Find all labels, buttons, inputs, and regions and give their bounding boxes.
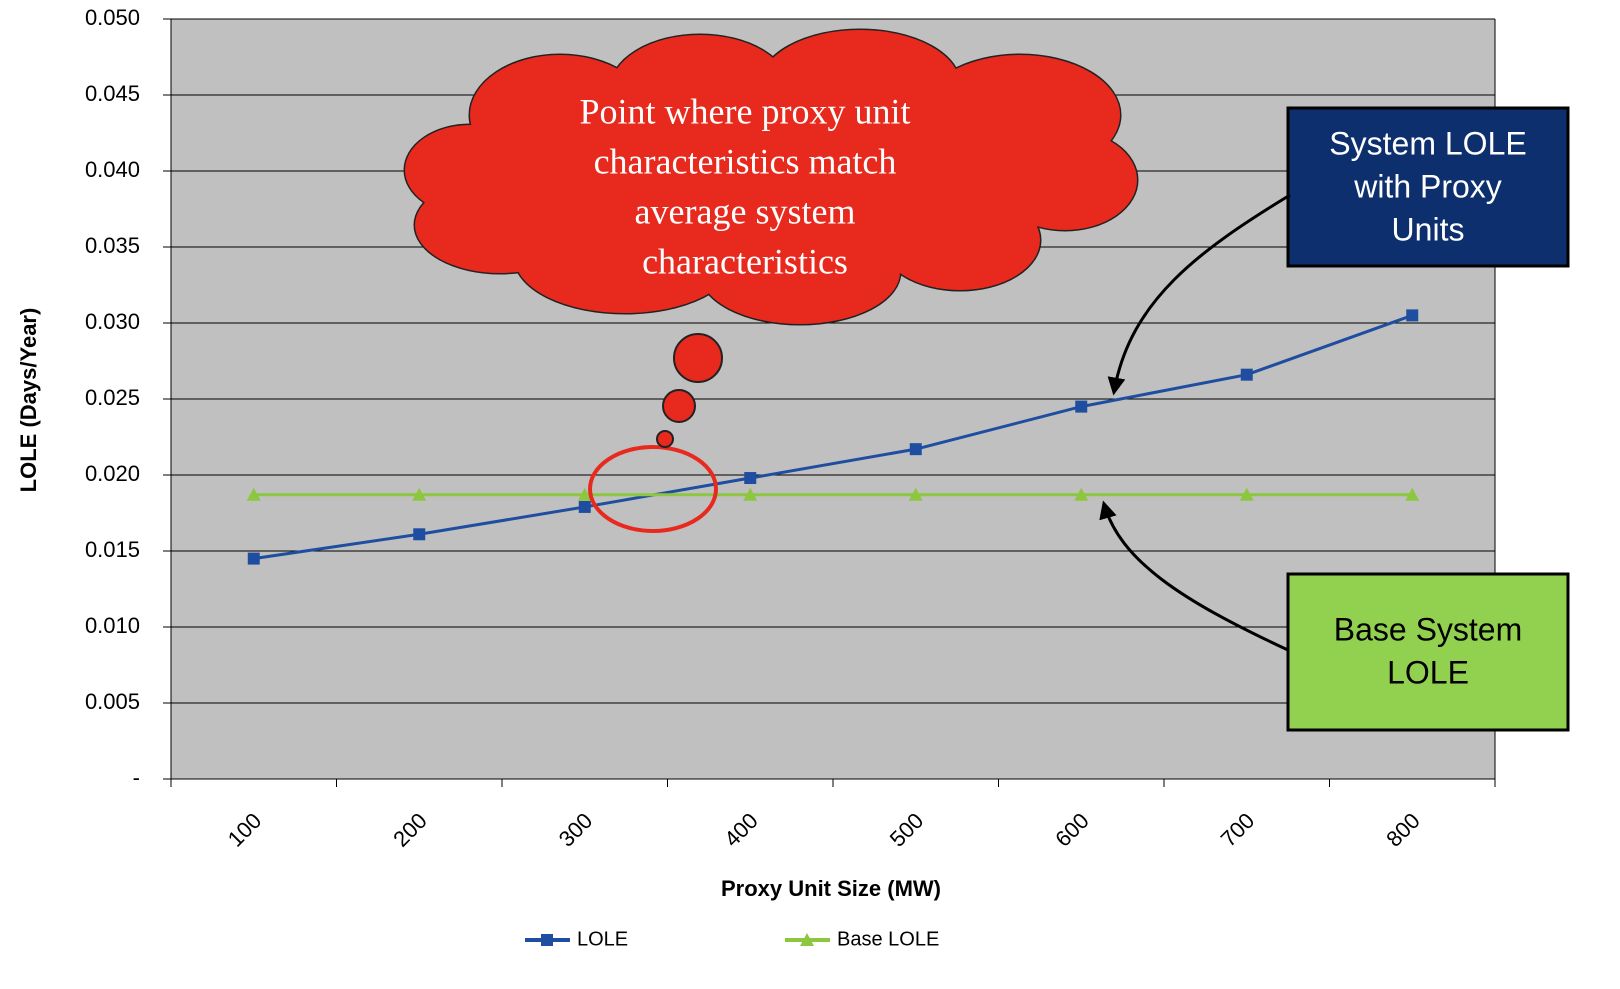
annotation-line: characteristics match — [594, 141, 897, 181]
marker — [579, 501, 591, 513]
annotation-line: LOLE — [1387, 654, 1469, 690]
annotation-line: System LOLE — [1329, 125, 1526, 161]
marker — [541, 934, 553, 946]
base-callout — [1288, 574, 1568, 730]
x-tick-label: 400 — [719, 808, 763, 852]
x-tick-label: 300 — [554, 808, 598, 852]
x-tick-label: 500 — [885, 808, 929, 852]
marker — [248, 553, 260, 565]
y-tick-label: 0.030 — [85, 309, 140, 334]
legend-label: LOLE — [577, 928, 628, 950]
y-tick-label: 0.035 — [85, 233, 140, 258]
annotation-line: Base System — [1334, 611, 1523, 647]
marker — [910, 443, 922, 455]
marker — [744, 472, 756, 484]
y-tick-label: 0.015 — [85, 537, 140, 562]
marker — [1075, 401, 1087, 413]
annotation-line: average system — [635, 191, 856, 231]
y-axis-title: LOLE (Days/Year) — [16, 308, 41, 493]
y-tick-label: 0.005 — [85, 689, 140, 714]
legend-label: Base LOLE — [837, 928, 939, 950]
legend-item: Base LOLE — [785, 928, 939, 950]
annotation-line: Point where proxy unit — [580, 91, 911, 131]
y-tick-label: 0.040 — [85, 157, 140, 182]
annotation-line: with Proxy — [1353, 168, 1502, 204]
marker — [1406, 309, 1418, 321]
x-axis-title: Proxy Unit Size (MW) — [721, 876, 941, 901]
chart: - 0.005 0.010 0.015 0.020 0.025 0.030 0.035 0.04… — [0, 0, 1620, 984]
x-tick-label: 700 — [1216, 808, 1260, 852]
x-tick-label: 800 — [1381, 808, 1425, 852]
annotation-line: Units — [1392, 211, 1465, 247]
y-tick-label: 0.025 — [85, 385, 140, 410]
annotation-line: characteristics — [642, 241, 848, 281]
y-tick-label: 0.010 — [85, 613, 140, 638]
x-tick-label: 600 — [1050, 808, 1094, 852]
y-tick-label: - — [133, 765, 140, 790]
legend: LOLE Base LOLE — [525, 928, 939, 950]
y-tick-label: 0.045 — [85, 81, 140, 106]
y-tick-label: 0.020 — [85, 461, 140, 486]
y-tick-label: 0.050 — [85, 5, 140, 30]
marker — [413, 528, 425, 540]
legend-item: LOLE — [525, 928, 628, 950]
marker — [1241, 369, 1253, 381]
x-tick-label: 100 — [223, 808, 267, 852]
x-tick-label: 200 — [388, 808, 432, 852]
